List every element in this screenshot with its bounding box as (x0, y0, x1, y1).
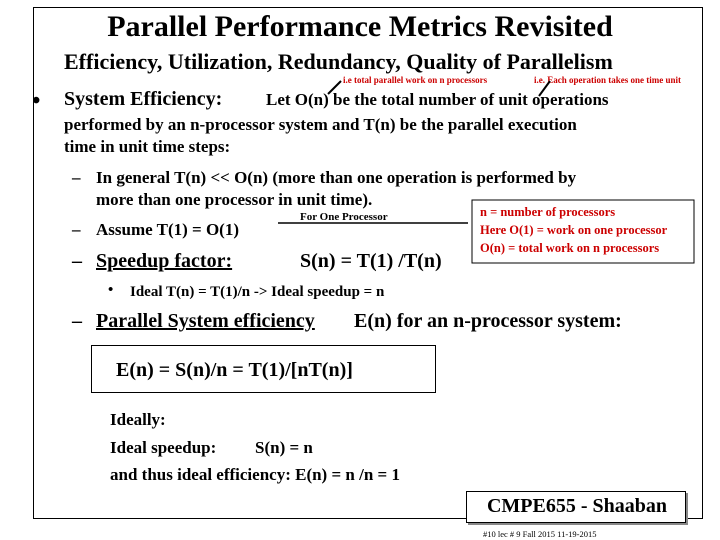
dash-1: – (72, 168, 81, 187)
ideal-bullet: • (108, 282, 114, 298)
ideal-speedup-value: S(n) = n (255, 438, 313, 457)
efficiency-formula-box (91, 345, 436, 393)
general-line-1: In general T(n) << O(n) (more than one o… (96, 168, 577, 187)
dash-2: – (72, 220, 81, 239)
slide-title: Parallel Performance Metrics Revisited (107, 10, 613, 43)
assume-line: Assume T(1) = O(1) (96, 220, 240, 239)
line-2: performed by an n-processor system and T… (64, 115, 577, 134)
ideal-speedup-label: Ideal speedup: (110, 438, 217, 457)
legend-line-2: Here O(1) = work on one processor (480, 223, 668, 237)
annotation-parallel-work: i.e total parallel work on n processors (343, 75, 488, 85)
slide-subtitle: Efficiency, Utilization, Redundancy, Qua… (64, 49, 613, 74)
efficiency-description: E(n) for an n-processor system: (354, 310, 622, 332)
footnote: #10 lec # 9 Fall 2015 11-19-2015 (483, 529, 597, 539)
legend-line-1: n = number of processors (480, 205, 616, 219)
ideal-speedup-line: Ideal T(n) = T(1)/n -> Ideal speedup = n (130, 284, 385, 300)
legend-box: n = number of processors Here O(1) = wor… (480, 203, 667, 257)
for-one-processor-label: For One Processor (300, 211, 388, 223)
bullet-dot: • (32, 88, 41, 114)
ideally-label: Ideally: (110, 410, 166, 429)
footer-course-label: CMPE655 - Shaaban (486, 495, 668, 517)
system-efficiency-label: System Efficiency: (64, 88, 223, 110)
speedup-factor-label: Speedup factor: (96, 250, 233, 272)
general-line-2: more than one processor in unit time). (96, 190, 373, 209)
line-3: time in unit time steps: (64, 137, 231, 156)
system-efficiency-text: Let O(n) be the total number of unit ope… (266, 90, 609, 109)
footer-course-box: CMPE655 - Shaaban (466, 491, 686, 523)
parallel-system-efficiency-label: Parallel System efficiency (96, 310, 315, 332)
legend-line-3: O(n) = total work on n processors (480, 241, 660, 255)
dash-3: – (72, 250, 82, 272)
dash-4: – (72, 310, 82, 332)
slide-frame (33, 7, 703, 519)
speedup-formula: S(n) = T(1) /T(n) (300, 250, 442, 272)
efficiency-formula: E(n) = S(n)/n = T(1)/[nT(n)] (116, 359, 353, 381)
ideal-efficiency-line: and thus ideal efficiency: E(n) = n /n =… (110, 465, 400, 484)
annotation-unit-time: i.e. Each operation takes one time unit (534, 75, 681, 85)
